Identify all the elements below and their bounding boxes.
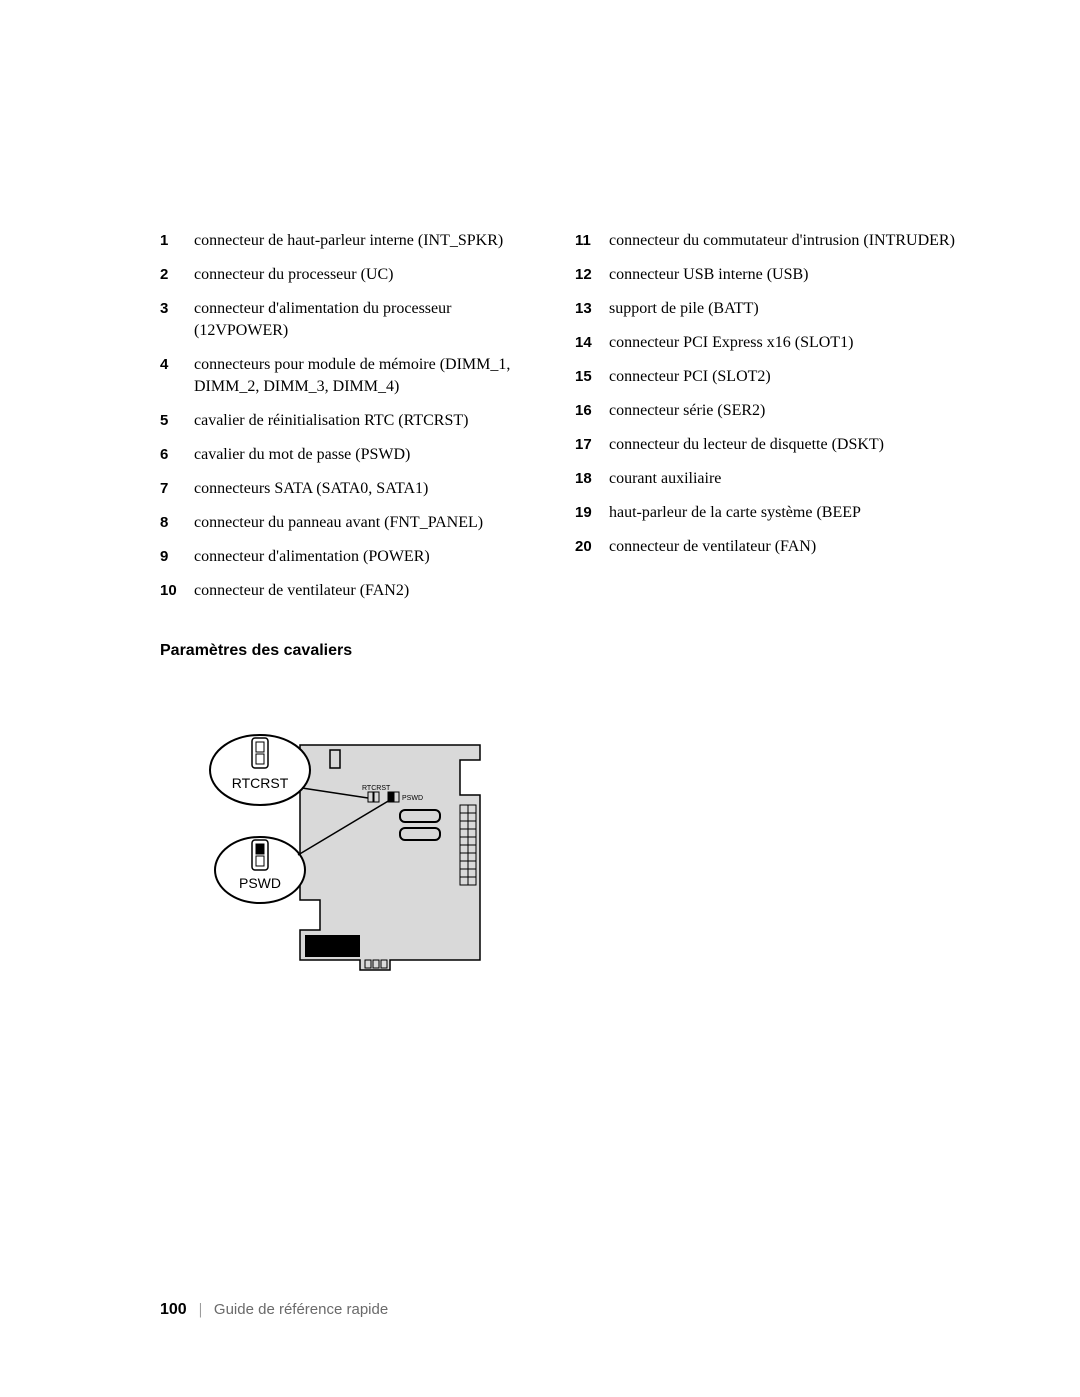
legend-number: 13: [575, 298, 609, 320]
legend-row: 1connecteur de haut-parleur interne (INT…: [160, 230, 545, 252]
legend-text: connecteur série (SER2): [609, 400, 765, 422]
legend-number: 5: [160, 410, 194, 432]
legend-row: 11connecteur du commutateur d'intrusion …: [575, 230, 960, 252]
legend-text: connecteur PCI (SLOT2): [609, 366, 771, 388]
legend-row: 18courant auxiliaire: [575, 468, 960, 490]
legend-text: connecteur du panneau avant (FNT_PANEL): [194, 512, 483, 534]
legend-number: 20: [575, 536, 609, 558]
document-page: 1connecteur de haut-parleur interne (INT…: [0, 0, 1080, 1397]
footer-separator: |: [199, 1301, 202, 1319]
legend-row: 10connecteur de ventilateur (FAN2): [160, 580, 545, 602]
legend-row: 15connecteur PCI (SLOT2): [575, 366, 960, 388]
legend-number: 12: [575, 264, 609, 286]
legend-text: courant auxiliaire: [609, 468, 721, 490]
legend-text: connecteur d'alimentation du processeur …: [194, 298, 545, 342]
legend-number: 3: [160, 298, 194, 320]
legend-number: 16: [575, 400, 609, 422]
jumper-section-heading: Paramètres des cavaliers: [160, 642, 960, 660]
legend-text: haut-parleur de la carte système (BEEP: [609, 502, 861, 524]
legend-number: 17: [575, 434, 609, 456]
callout-pswd-label: PSWD: [239, 875, 281, 891]
legend-text: connecteur du lecteur de disquette (DSKT…: [609, 434, 884, 456]
legend-number: 18: [575, 468, 609, 490]
legend-number: 9: [160, 546, 194, 568]
legend-row: 4connecteurs pour module de mémoire (DIM…: [160, 354, 545, 398]
legend-number: 15: [575, 366, 609, 388]
legend-number: 2: [160, 264, 194, 286]
legend-number: 11: [575, 230, 609, 252]
callout-rtcrst-label: RTCRST: [232, 775, 289, 791]
legend-row: 6cavalier du mot de passe (PSWD): [160, 444, 545, 466]
legend-number: 8: [160, 512, 194, 534]
legend-text: connecteurs SATA (SATA0, SATA1): [194, 478, 428, 500]
tiny-rtcrst-label: RTCRST: [362, 785, 391, 792]
legend-text: connecteur du processeur (UC): [194, 264, 393, 286]
legend-number: 6: [160, 444, 194, 466]
legend-row: 19haut-parleur de la carte système (BEEP: [575, 502, 960, 524]
legend-number: 19: [575, 502, 609, 524]
legend-row: 16connecteur série (SER2): [575, 400, 960, 422]
legend-row: 3connecteur d'alimentation du processeur…: [160, 298, 545, 342]
legend-left-column: 1connecteur de haut-parleur interne (INT…: [160, 230, 545, 614]
legend-row: 20connecteur de ventilateur (FAN): [575, 536, 960, 558]
legend-row: 2connecteur du processeur (UC): [160, 264, 545, 286]
legend-text: support de pile (BATT): [609, 298, 759, 320]
legend-text: connecteur PCI Express x16 (SLOT1): [609, 332, 853, 354]
legend-row: 5cavalier de réinitialisation RTC (RTCRS…: [160, 410, 545, 432]
legend-number: 10: [160, 580, 194, 602]
legend-row: 14connecteur PCI Express x16 (SLOT1): [575, 332, 960, 354]
jumper-diagram: RTCRST PSWD RTCRST PSWD: [190, 700, 960, 990]
legend-text: connecteur de ventilateur (FAN2): [194, 580, 409, 602]
legend-text: connecteur USB interne (USB): [609, 264, 809, 286]
legend-text: connecteur de ventilateur (FAN): [609, 536, 816, 558]
legend-row: 8connecteur du panneau avant (FNT_PANEL): [160, 512, 545, 534]
legend-number: 14: [575, 332, 609, 354]
footer-title: Guide de référence rapide: [214, 1301, 388, 1318]
legend-text: connecteur du commutateur d'intrusion (I…: [609, 230, 955, 252]
legend-row: 7connecteurs SATA (SATA0, SATA1): [160, 478, 545, 500]
tiny-pswd-label: PSWD: [402, 795, 423, 802]
legend-text: connecteur de haut-parleur interne (INT_…: [194, 230, 503, 252]
legend-text: connecteurs pour module de mémoire (DIMM…: [194, 354, 545, 398]
legend-text: connecteur d'alimentation (POWER): [194, 546, 430, 568]
legend-row: 9connecteur d'alimentation (POWER): [160, 546, 545, 568]
legend-row: 13support de pile (BATT): [575, 298, 960, 320]
legend-number: 7: [160, 478, 194, 500]
legend-right-column: 11connecteur du commutateur d'intrusion …: [575, 230, 960, 614]
page-footer: 100 | Guide de référence rapide: [160, 1301, 388, 1319]
legend-row: 12connecteur USB interne (USB): [575, 264, 960, 286]
legend-row: 17connecteur du lecteur de disquette (DS…: [575, 434, 960, 456]
legend-number: 1: [160, 230, 194, 252]
legend-text: cavalier de réinitialisation RTC (RTCRST…: [194, 410, 468, 432]
legend-number: 4: [160, 354, 194, 376]
page-number: 100: [160, 1301, 187, 1319]
legend-text: cavalier du mot de passe (PSWD): [194, 444, 410, 466]
component-legend: 1connecteur de haut-parleur interne (INT…: [160, 230, 960, 614]
